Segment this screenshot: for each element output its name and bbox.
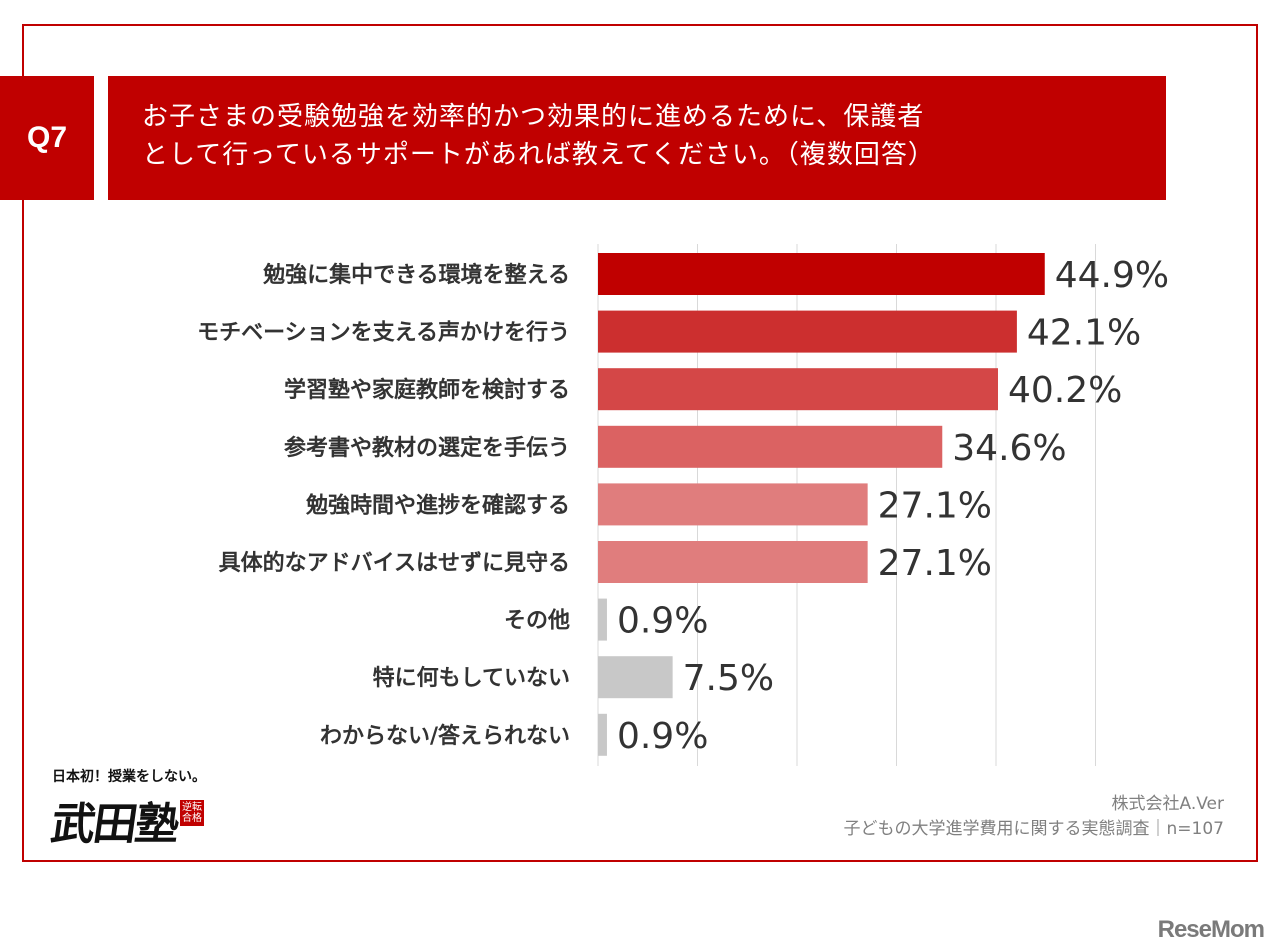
value-label: 0.9% xyxy=(617,601,708,642)
logo-name: 武田塾 xyxy=(47,799,181,850)
category-label: 学習塾や家庭教師を検討する xyxy=(284,377,570,403)
bar xyxy=(598,425,943,468)
bar xyxy=(598,483,868,526)
category-label: 特に何もしていない xyxy=(373,665,570,691)
chart-frame xyxy=(22,24,1258,862)
category-label: 勉強時間や進捗を確認する xyxy=(305,492,570,518)
bar xyxy=(598,656,673,699)
question-line-2: として行っているサポートがあれば教えてください。（複数回答） xyxy=(142,140,935,170)
category-label: わからない/答えられない xyxy=(320,723,570,749)
question-badge: Q7 xyxy=(0,76,94,200)
logo-seal: 逆転合格 xyxy=(180,800,204,826)
resemom-watermark: ReseMom xyxy=(1157,916,1265,943)
bar xyxy=(598,541,868,583)
source-company: 株式会社A.Ver xyxy=(1111,794,1225,814)
category-label: その他 xyxy=(504,609,570,634)
question-title: お子さまの受験勉強を効率的かつ効果的に進めるために、保護者 として行っているサポ… xyxy=(108,76,1166,200)
logo-tagline: 日本初！授業をしない。 xyxy=(52,769,206,785)
category-label: 勉強に集中できる環境を整える xyxy=(262,262,570,288)
value-label: 27.1% xyxy=(878,485,992,526)
bar xyxy=(598,713,607,756)
question-line-1: お子さまの受験勉強を効率的かつ効果的に進めるために、保護者 xyxy=(142,102,925,132)
category-label: 具体的なアドバイスはせずに見守る xyxy=(219,550,570,576)
takeda-juku-logo: 日本初！授業をしない。 武田塾逆転合格 xyxy=(48,766,206,852)
value-label: 42.1% xyxy=(1027,313,1141,354)
value-label: 40.2% xyxy=(1008,370,1122,411)
value-label: 7.5% xyxy=(683,658,774,699)
bar xyxy=(598,253,1045,295)
value-label: 44.9% xyxy=(1055,255,1169,296)
bar xyxy=(598,598,607,641)
bar xyxy=(598,368,998,411)
source-survey: 子どもの大学進学費用に関する実態調査｜n=107 xyxy=(843,819,1224,839)
source-note: 株式会社A.Ver 子どもの大学進学費用に関する実態調査｜n=107 xyxy=(844,792,1224,842)
bar xyxy=(598,310,1017,353)
value-label: 0.9% xyxy=(617,716,708,757)
value-label: 27.1% xyxy=(878,543,992,584)
category-label: モチベーションを支える声かけを行う xyxy=(197,320,570,346)
category-label: 参考書や教材の選定を手伝う xyxy=(284,435,570,461)
value-label: 34.6% xyxy=(952,428,1066,469)
